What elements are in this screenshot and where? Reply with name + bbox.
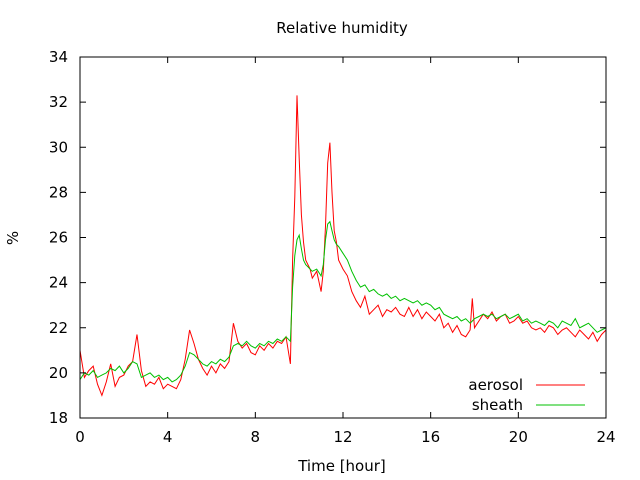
x-tick-label: 16 [421, 428, 440, 446]
y-tick-label: 18 [49, 409, 68, 427]
x-tick-label: 24 [596, 428, 615, 446]
y-tick-label: 28 [49, 183, 68, 201]
x-tick-label: 8 [251, 428, 261, 446]
series-line-aerosol [79, 95, 607, 397]
y-tick-label: 22 [49, 319, 68, 337]
y-tick-label: 34 [49, 48, 68, 66]
x-axis-label: Time [hour] [297, 457, 386, 475]
series-line-sheath [79, 220, 607, 383]
y-axis-label: % [4, 231, 22, 245]
y-tick-label: 30 [49, 138, 68, 156]
legend-label-sheath: sheath [472, 396, 523, 414]
x-tick-label: 20 [509, 428, 528, 446]
y-tick-label: 20 [49, 364, 68, 382]
legend: aerosol sheath [468, 376, 585, 414]
x-tick-label: 12 [333, 428, 352, 446]
y-tick-label: 26 [49, 229, 68, 247]
x-tick-label: 4 [163, 428, 173, 446]
plot-frame [79, 56, 607, 419]
chart-title: Relative humidity [276, 19, 408, 37]
y-tick-label: 32 [49, 93, 68, 111]
y-tick-label: 24 [49, 274, 68, 292]
plot-area: 0 4 8 12 16 20 24 18 20 22 24 26 28 30 32 34 [49, 48, 616, 446]
legend-label-aerosol: aerosol [468, 376, 523, 394]
x-tick-label: 0 [75, 428, 85, 446]
